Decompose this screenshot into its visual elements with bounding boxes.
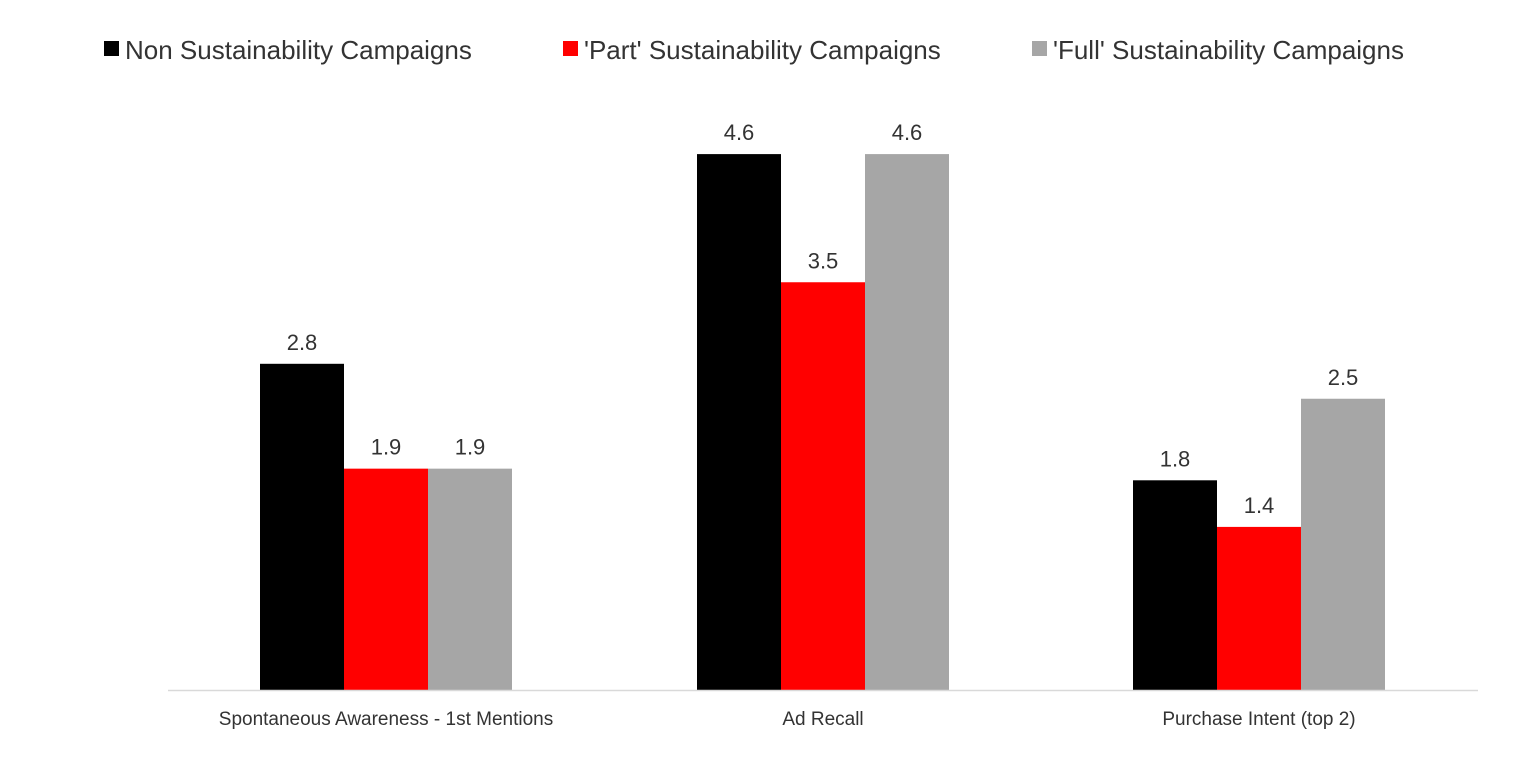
value-labels: 2.8 1.9 1.9 4.6 3.5 4.6 1.8 1.4 2.5	[287, 120, 1359, 518]
bar-spontaneous-awareness-1st-mentions-non-sustainability-campaigns	[260, 363, 344, 690]
bars	[260, 154, 1385, 691]
legend-item-full-sustainability-campaigns: 'Full' Sustainability Campaigns	[1032, 35, 1404, 65]
bar-purchase-intent-top-2-part-sustainability-campaigns	[1217, 526, 1301, 690]
data-label-ad-recall-part-sustainability-campaigns: 3.5	[808, 248, 839, 273]
data-label-spontaneous-awareness-1st-mentions-part-sustainability-campaigns: 1.9	[371, 435, 402, 460]
data-label-ad-recall-full-sustainability-campaigns: 4.6	[892, 120, 923, 145]
category-labels: Spontaneous Awareness - 1st Mentions Ad R…	[219, 709, 1356, 730]
bar-purchase-intent-top-2-full-sustainability-campaigns	[1301, 398, 1385, 690]
legend-label: 'Full' Sustainability Campaigns	[1053, 35, 1404, 65]
legend-swatch	[1032, 41, 1047, 56]
bar-spontaneous-awareness-1st-mentions-full-sustainability-campaigns	[428, 468, 512, 690]
data-label-purchase-intent-top-2-full-sustainability-campaigns: 2.5	[1328, 365, 1359, 390]
legend: Non Sustainability Campaigns 'Part' Susta…	[104, 35, 1404, 65]
legend-swatch	[104, 41, 119, 56]
data-label-spontaneous-awareness-1st-mentions-non-sustainability-campaigns: 2.8	[287, 330, 318, 355]
legend-item-non-sustainability-campaigns: Non Sustainability Campaigns	[104, 35, 472, 65]
bar-spontaneous-awareness-1st-mentions-part-sustainability-campaigns	[344, 468, 428, 690]
bar-purchase-intent-top-2-non-sustainability-campaigns	[1133, 480, 1217, 690]
bar-ad-recall-full-sustainability-campaigns	[865, 154, 949, 691]
bar-ad-recall-part-sustainability-campaigns	[781, 282, 865, 690]
data-label-purchase-intent-top-2-non-sustainability-campaigns: 1.8	[1160, 446, 1191, 471]
bar-ad-recall-non-sustainability-campaigns	[697, 154, 781, 691]
data-label-purchase-intent-top-2-part-sustainability-campaigns: 1.4	[1244, 493, 1275, 518]
x-tick-label-purchase-intent-top-2: Purchase Intent (top 2)	[1162, 709, 1355, 730]
x-tick-label-ad-recall: Ad Recall	[782, 709, 863, 730]
legend-swatch	[563, 41, 578, 56]
legend-label: 'Part' Sustainability Campaigns	[584, 35, 941, 65]
data-label-ad-recall-non-sustainability-campaigns: 4.6	[724, 120, 755, 145]
x-tick-label-spontaneous-awareness-1st-mentions: Spontaneous Awareness - 1st Mentions	[219, 709, 553, 730]
data-label-spontaneous-awareness-1st-mentions-full-sustainability-campaigns: 1.9	[455, 435, 486, 460]
legend-item-part-sustainability-campaigns: 'Part' Sustainability Campaigns	[563, 35, 941, 65]
legend-label: Non Sustainability Campaigns	[125, 35, 472, 65]
